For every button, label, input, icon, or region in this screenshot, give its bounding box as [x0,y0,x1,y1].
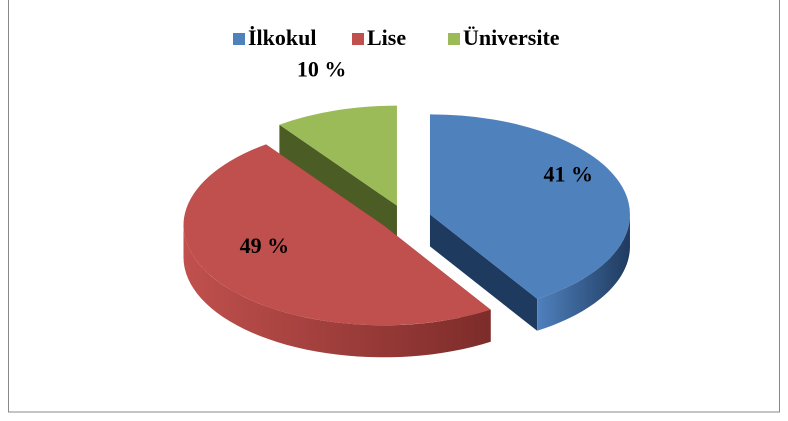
data-label: 41 % [543,161,593,186]
legend-swatch [233,33,245,45]
slice-top [429,114,630,299]
legend-swatch [352,33,364,45]
legend-label: Üniversite [463,25,560,50]
legend-label: Lise [367,25,406,50]
pie: 41 % 49 % 10 % [183,57,630,358]
legend: İlkokul Lise Üniversite [233,25,560,50]
slice-wall [537,214,630,331]
legend-label: İlkokul [248,25,317,50]
slice-face [279,124,397,238]
slice [183,144,491,358]
slice [429,114,630,331]
legend-swatch [448,33,460,45]
slice-face [429,214,538,331]
slice-top [279,105,397,206]
slice-top [183,144,491,326]
data-label: 49 % [240,233,290,258]
slice-wall [183,225,491,358]
slice [279,105,397,238]
data-label: 10 % [297,57,347,82]
